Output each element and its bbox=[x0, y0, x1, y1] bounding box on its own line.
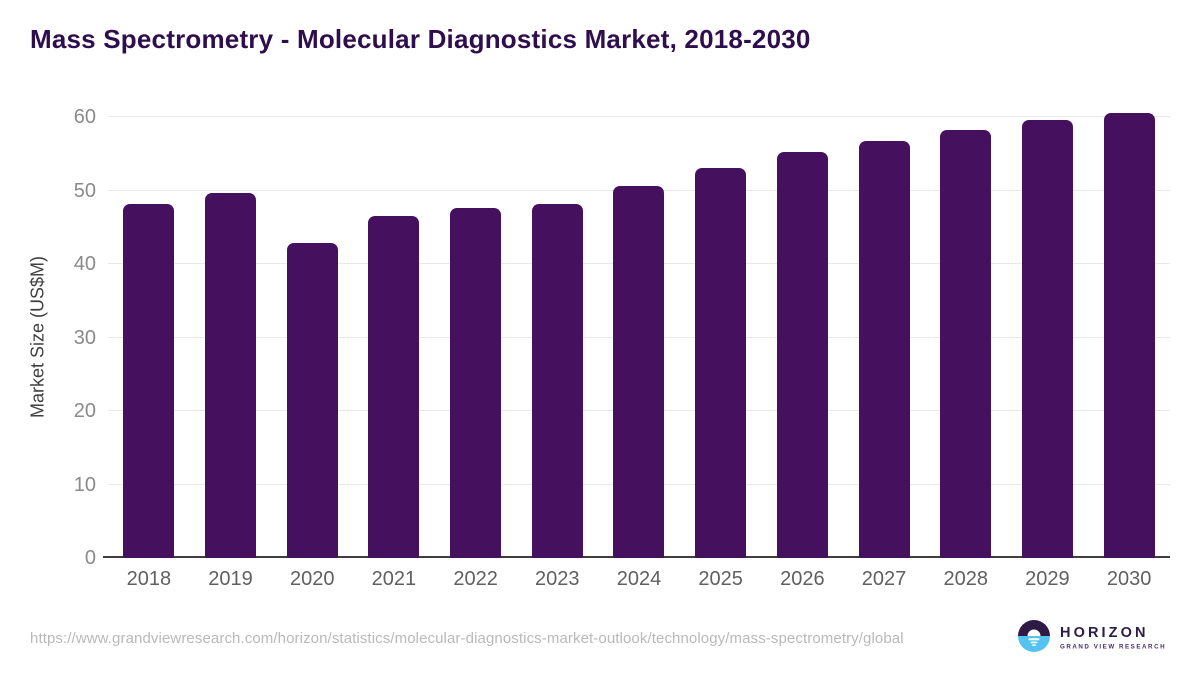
gridline-60 bbox=[108, 116, 1170, 117]
bar-slot-2019 bbox=[190, 117, 272, 558]
x-tick-label-2019: 2019 bbox=[208, 568, 253, 590]
x-tick-label-2024: 2024 bbox=[616, 568, 662, 590]
bar-slot-2029 bbox=[1007, 117, 1089, 558]
bar-2023 bbox=[531, 204, 583, 558]
bar-2027 bbox=[858, 140, 910, 558]
x-tick-label-2025: 2025 bbox=[698, 568, 743, 590]
x-tick-label-2028: 2028 bbox=[943, 568, 988, 590]
bar-slot-2030 bbox=[1088, 112, 1170, 558]
bar-slot-2025 bbox=[680, 117, 762, 558]
y-tick-label-30: 30 bbox=[73, 326, 96, 349]
horizon-logo: HORIZON GRAND VIEW RESEARCH bbox=[1018, 620, 1166, 652]
bar-slot-2024 bbox=[598, 117, 680, 558]
x-tick-label-2027: 2027 bbox=[861, 568, 907, 590]
plot-area bbox=[103, 112, 1170, 558]
bar-2022 bbox=[450, 208, 502, 558]
bar-2026 bbox=[776, 152, 828, 558]
bar-slot-2022 bbox=[435, 117, 517, 558]
horizon-sunset-logo-icon bbox=[1018, 620, 1050, 652]
bar-2019 bbox=[205, 193, 257, 558]
source-url: https://www.grandviewresearch.com/horizo… bbox=[30, 630, 904, 647]
bar-2025 bbox=[695, 168, 747, 558]
x-tick-label-2029: 2029 bbox=[1025, 568, 1070, 590]
x-tick-label-2026: 2026 bbox=[780, 568, 825, 590]
x-tick-label-2018: 2018 bbox=[126, 568, 172, 590]
bar-2029 bbox=[1021, 119, 1073, 558]
y-tick-label-60: 60 bbox=[73, 106, 96, 128]
bar-2028 bbox=[940, 130, 992, 558]
bar-slot-2021 bbox=[353, 117, 435, 558]
x-axis-tick-labels: 2018 2019 2020 2021 2022 2023 2024 2025 2026 2027… bbox=[108, 568, 1170, 591]
y-tick-label-20: 20 bbox=[73, 400, 96, 423]
y-axis-tick-labels: 0 10 20 30 40 50 60 bbox=[0, 107, 96, 568]
x-tick-label-2021: 2021 bbox=[371, 568, 417, 590]
bars-container bbox=[108, 112, 1170, 558]
y-tick-label-50: 50 bbox=[73, 179, 96, 202]
bar-slot-2020 bbox=[271, 117, 353, 558]
logo-title: HORIZON bbox=[1060, 625, 1149, 641]
y-tick-label-0: 0 bbox=[84, 547, 96, 569]
x-tick-label-2023: 2023 bbox=[535, 568, 580, 590]
logo-subtitle: GRAND VIEW RESEARCH bbox=[1060, 644, 1166, 651]
bar-2021 bbox=[368, 216, 420, 558]
x-tick-label-2022: 2022 bbox=[453, 568, 498, 590]
bar-2024 bbox=[613, 186, 665, 558]
bar-2030 bbox=[1103, 112, 1155, 558]
x-tick-label-2030: 2030 bbox=[1106, 568, 1152, 590]
bar-slot-2023 bbox=[516, 117, 598, 558]
bar-2018 bbox=[123, 203, 175, 558]
bar-slot-2027 bbox=[843, 117, 925, 558]
chart-title: Mass Spectrometry - Molecular Diagnostic… bbox=[30, 24, 811, 54]
bar-slot-2018 bbox=[108, 117, 190, 558]
y-tick-label-10: 10 bbox=[73, 473, 96, 496]
y-tick-label-40: 40 bbox=[73, 253, 96, 276]
bar-2020 bbox=[286, 242, 338, 558]
bar-slot-2026 bbox=[762, 117, 844, 558]
x-tick-label-2020: 2020 bbox=[289, 568, 335, 590]
bar-slot-2028 bbox=[925, 117, 1007, 558]
